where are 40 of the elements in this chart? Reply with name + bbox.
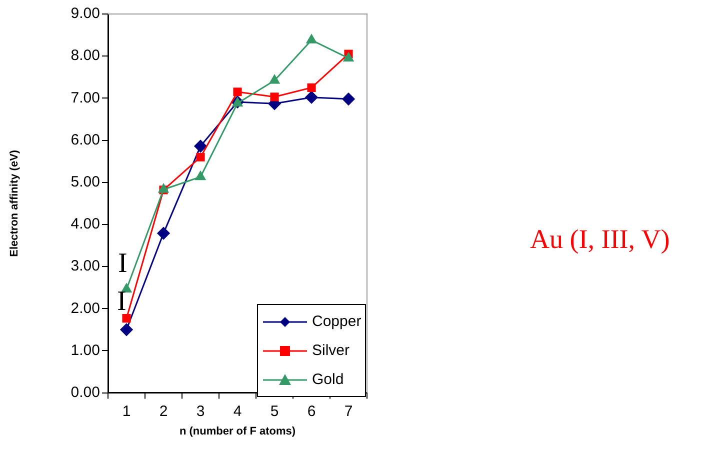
x-tick-label: 7 [344, 402, 353, 420]
x-tick-label: 2 [159, 402, 168, 420]
y-tick-label: 9.00 [70, 5, 100, 22]
x-axis-title: n (number of F atoms) [179, 425, 296, 438]
point [157, 227, 170, 240]
x-tick-label: 6 [307, 402, 316, 420]
y-tick-label: 6.00 [70, 131, 100, 148]
x-tick-label: 1 [122, 402, 131, 420]
y-tick-label: 2.00 [70, 300, 100, 317]
point [122, 314, 131, 323]
y-tick-label: 8.00 [70, 47, 100, 64]
y-axis-title: Electron affinity (eV) [8, 150, 21, 257]
y-tick-label: 0.00 [70, 384, 100, 401]
legend-label: Gold [312, 371, 344, 388]
point [307, 83, 316, 92]
legend-label: Copper [312, 313, 362, 330]
x-tick-label: 3 [196, 402, 205, 420]
legend-label: Silver [312, 342, 350, 359]
point [306, 34, 317, 44]
annotation: I [117, 286, 126, 317]
y-tick-label: 7.00 [70, 89, 100, 106]
x-tick-label: 5 [270, 402, 279, 420]
point [196, 152, 205, 162]
annotation: I [118, 248, 128, 279]
point [343, 52, 354, 62]
point [120, 323, 133, 336]
point [233, 88, 242, 96]
y-tick-label: 3.00 [70, 258, 100, 275]
point [305, 91, 318, 104]
text: Au (I, III, V) [530, 224, 670, 254]
point [195, 171, 206, 180]
point [121, 284, 132, 293]
y-tick-label: 5.00 [70, 173, 100, 190]
y-tick-label: 1.00 [70, 342, 100, 359]
point [270, 92, 279, 102]
point [269, 74, 280, 84]
x-tick-label: 4 [233, 402, 242, 420]
y-tick-label: 4.00 [70, 216, 100, 233]
point [194, 140, 207, 152]
point [342, 92, 355, 106]
